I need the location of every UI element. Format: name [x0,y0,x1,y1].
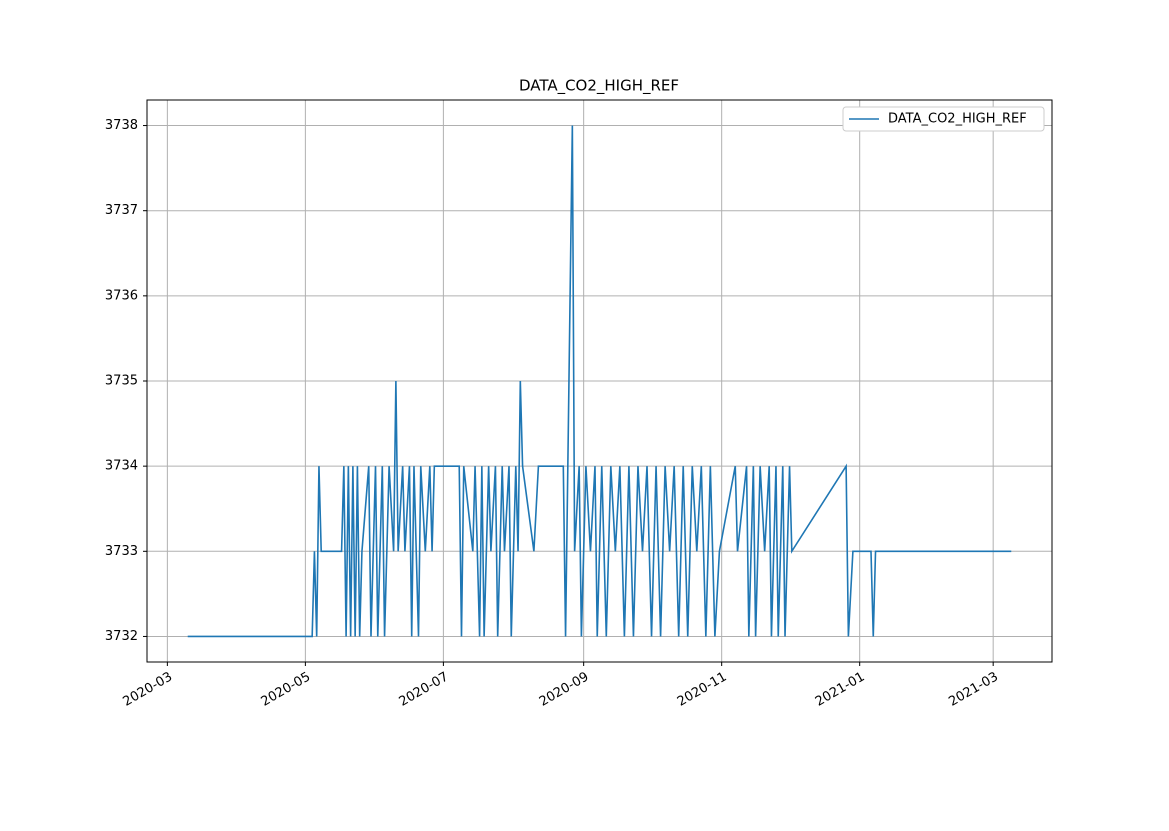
y-tick-label: 3735 [105,374,138,389]
y-tick-label: 3737 [105,203,138,218]
legend-box [842,106,1045,132]
legend: DATA_CO2_HIGH_REF [842,106,1045,132]
y-tick-label: 3738 [105,118,138,133]
legend-label: DATA_CO2_HIGH_REF [888,112,1027,127]
axes-frame [146,99,1053,663]
data-line [187,125,1012,638]
chart-title: DATA_CO2_HIGH_REF [519,77,679,96]
y-tick-label: 3736 [105,288,138,303]
y-tick-label: 3734 [105,459,138,474]
y-tick-label: 3733 [105,544,138,559]
y-tick-label: 3732 [105,629,138,644]
